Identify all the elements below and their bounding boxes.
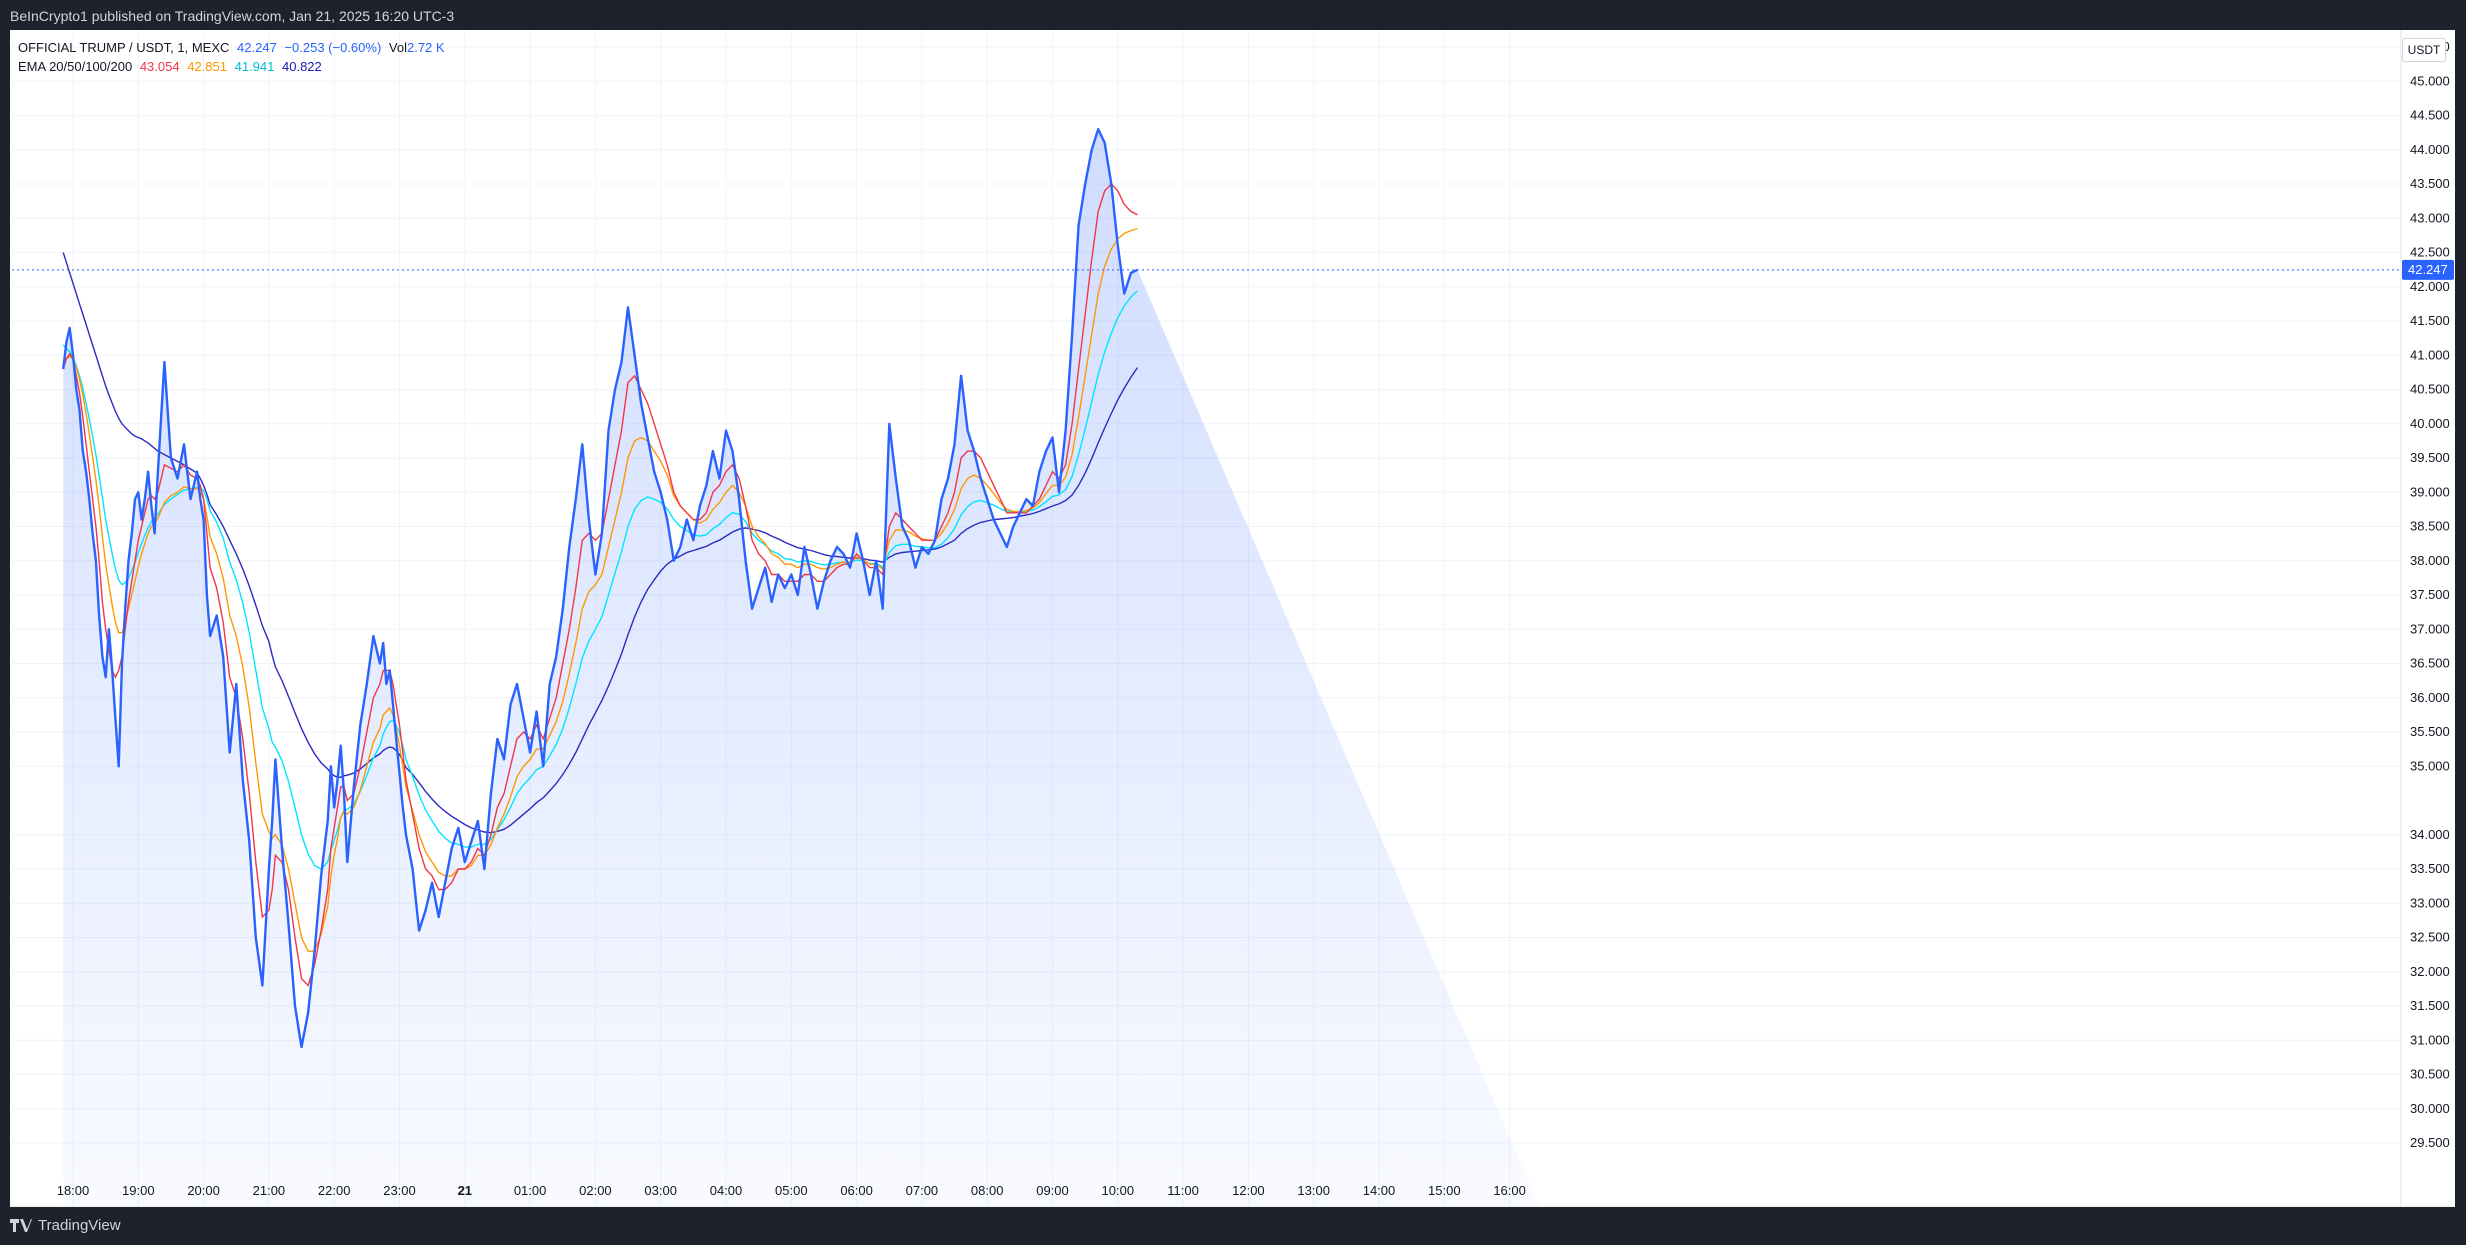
price-tick-label: 42.500 xyxy=(2410,245,2450,260)
price-tick-label: 31.000 xyxy=(2410,1032,2450,1047)
time-tick-label: 16:00 xyxy=(1493,1183,1526,1198)
symbol-legend-row[interactable]: OFFICIAL TRUMP / USDT, 1, MEXC 42.247 −0… xyxy=(18,38,449,57)
time-tick-label: 04:00 xyxy=(710,1183,743,1198)
price-tick-label: 32.000 xyxy=(2410,964,2450,979)
price-tick-label: 37.000 xyxy=(2410,621,2450,636)
time-tick-label: 21 xyxy=(458,1183,472,1198)
current-price-label: 42.247 xyxy=(2408,262,2448,277)
currency-unit-button[interactable]: USDT xyxy=(2402,38,2446,62)
price-tick-label: 36.000 xyxy=(2410,690,2450,705)
last-price: 42.247 xyxy=(237,40,277,55)
price-tick-label: 44.500 xyxy=(2410,108,2450,123)
ema20-value: 43.054 xyxy=(139,59,180,74)
price-tick-label: 43.500 xyxy=(2410,176,2450,191)
published-caption: BeInCrypto1 published on TradingView.com… xyxy=(10,8,455,24)
time-tick-label: 10:00 xyxy=(1102,1183,1135,1198)
volume-label: Vol xyxy=(388,40,407,55)
publish-bar: BeInCrypto1 published on TradingView.com… xyxy=(0,0,2466,30)
price-tick-label: 41.000 xyxy=(2410,347,2450,362)
ema-label: EMA 20/50/100/200 xyxy=(18,59,133,74)
ema50-value: 42.851 xyxy=(187,59,227,74)
time-tick-label: 20:00 xyxy=(187,1183,220,1198)
price-tick-label: 38.500 xyxy=(2410,519,2450,534)
time-tick-label: 03:00 xyxy=(644,1183,677,1198)
price-tick-label: 39.000 xyxy=(2410,484,2450,499)
price-tick-label: 35.500 xyxy=(2410,724,2450,739)
time-tick-label: 22:00 xyxy=(318,1183,351,1198)
time-tick-label: 07:00 xyxy=(906,1183,939,1198)
ema-legend-row[interactable]: EMA 20/50/100/200 43.054 42.851 41.941 4… xyxy=(18,57,449,76)
current-price-tag: 42.247 xyxy=(2402,259,2454,280)
price-change: −0.253 (−0.60%) xyxy=(284,40,382,55)
chart-legend: OFFICIAL TRUMP / USDT, 1, MEXC 42.247 −0… xyxy=(18,38,449,76)
time-tick-label: 19:00 xyxy=(122,1183,155,1198)
footer-bar: TradingView xyxy=(0,1207,2466,1245)
price-tick-label: 32.500 xyxy=(2410,930,2450,945)
price-tick-label: 43.000 xyxy=(2410,210,2450,225)
price-tick-label: 35.000 xyxy=(2410,758,2450,773)
brand-name: TradingView xyxy=(38,1217,121,1234)
tradingview-logo[interactable]: TradingView xyxy=(10,1217,121,1234)
time-tick-label: 15:00 xyxy=(1428,1183,1461,1198)
price-tick-label: 30.000 xyxy=(2410,1101,2450,1116)
price-area-fill xyxy=(63,129,1540,1207)
time-tick-label: 05:00 xyxy=(775,1183,808,1198)
price-tick-label: 40.000 xyxy=(2410,416,2450,431)
time-tick-label: 08:00 xyxy=(971,1183,1004,1198)
time-tick-label: 23:00 xyxy=(383,1183,416,1198)
price-tick-label: 41.500 xyxy=(2410,313,2450,328)
volume-value: 2.72 K xyxy=(406,40,445,55)
price-tick-label: 40.500 xyxy=(2410,382,2450,397)
price-tick-label: 31.500 xyxy=(2410,998,2450,1013)
price-tick-label: 38.000 xyxy=(2410,553,2450,568)
tradingview-logo-icon xyxy=(10,1218,32,1232)
price-tick-label: 29.500 xyxy=(2410,1135,2450,1150)
price-tick-label: 34.000 xyxy=(2410,827,2450,842)
price-tick-label: 45.000 xyxy=(2410,73,2450,88)
price-tick-label: 37.500 xyxy=(2410,587,2450,602)
price-tick-label: 33.000 xyxy=(2410,895,2450,910)
ema100-value: 41.941 xyxy=(234,59,275,74)
time-tick-label: 06:00 xyxy=(840,1183,873,1198)
price-tick-label: 30.500 xyxy=(2410,1067,2450,1082)
time-tick-label: 11:00 xyxy=(1167,1183,1199,1198)
price-tick-label: 42.000 xyxy=(2410,279,2450,294)
currency-unit-label: USDT xyxy=(2407,43,2441,57)
time-tick-label: 14:00 xyxy=(1363,1183,1396,1198)
ema200-value: 40.822 xyxy=(282,59,322,74)
time-tick-label: 13:00 xyxy=(1297,1183,1330,1198)
time-tick-label: 12:00 xyxy=(1232,1183,1265,1198)
price-tick-label: 33.500 xyxy=(2410,861,2450,876)
time-tick-label: 02:00 xyxy=(579,1183,612,1198)
price-tick-label: 36.500 xyxy=(2410,656,2450,671)
price-tick-label: 44.000 xyxy=(2410,142,2450,157)
time-tick-label: 09:00 xyxy=(1036,1183,1069,1198)
time-tick-label: 18:00 xyxy=(57,1183,90,1198)
price-scale: 45.50045.00044.50044.00043.50043.00042.5… xyxy=(2410,39,2450,1150)
price-tick-label: 39.500 xyxy=(2410,450,2450,465)
time-tick-label: 01:00 xyxy=(514,1183,547,1198)
symbol-name: OFFICIAL TRUMP / USDT, 1, MEXC xyxy=(18,40,230,55)
time-tick-label: 21:00 xyxy=(253,1183,286,1198)
price-line xyxy=(62,127,1138,1049)
time-scale: 18:00 19:00 20:00 21:00 22:00 23:00 21 01:00 02:… xyxy=(57,1183,1526,1198)
